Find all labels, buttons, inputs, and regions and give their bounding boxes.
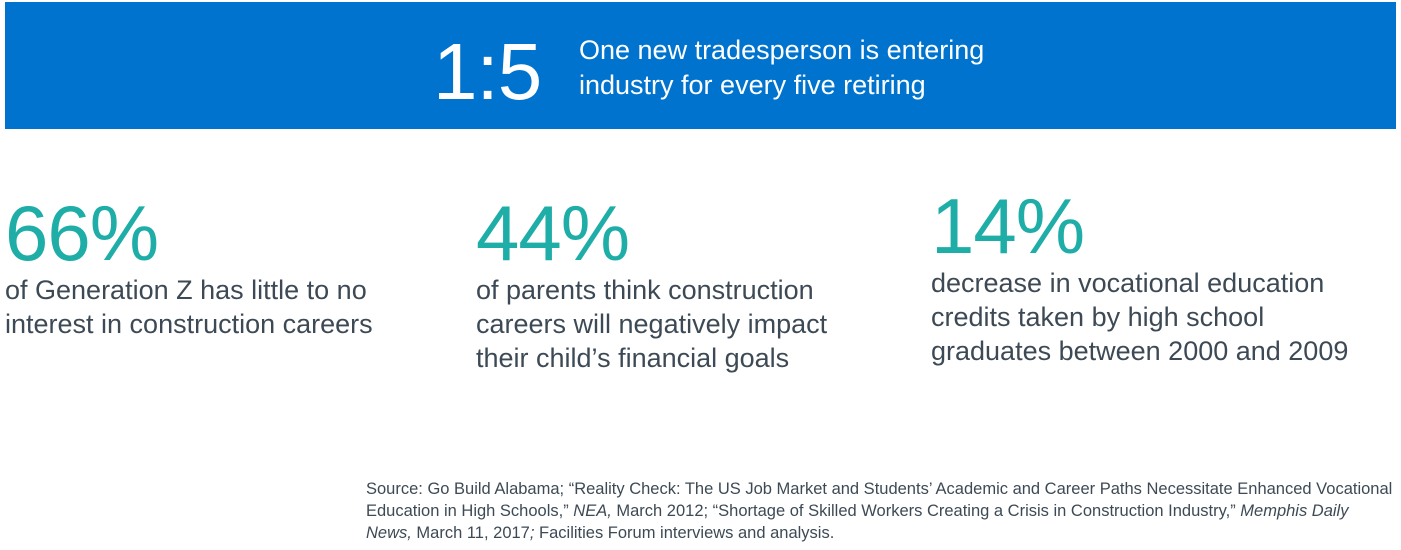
source-publication: NEA,	[573, 502, 612, 520]
stat-percent: 44%	[476, 189, 630, 277]
source-punctuation: ;	[529, 524, 535, 542]
stat-parents: 44% of parents think construction career…	[476, 193, 916, 375]
ratio-description: One new tradesperson is entering industr…	[579, 33, 1099, 103]
source-publication: Memphis Daily News,	[366, 502, 1349, 542]
stat-description-line: their child’s financial goals	[476, 343, 790, 373]
stat-description: of parents think construction careers wi…	[476, 273, 916, 375]
stat-description: decrease in vocational education credits…	[931, 266, 1396, 368]
ratio-description-line1: One new tradesperson is entering	[579, 35, 985, 65]
stat-description-line: decrease in vocational education	[931, 268, 1325, 298]
stat-description-line: credits taken by high school	[931, 302, 1265, 332]
stat-description-line: interest in construction careers	[5, 309, 373, 339]
ratio-value: 1:5	[433, 27, 542, 116]
stat-description: of Generation Z has little to no interes…	[5, 273, 445, 341]
stat-description-line: of parents think construction	[476, 275, 814, 305]
stat-percent: 66%	[5, 189, 159, 277]
ratio-banner: 1:5 One new tradesperson is entering ind…	[5, 2, 1396, 129]
stat-percent: 14%	[931, 182, 1085, 270]
source-text: March 2012; “Shortage of Skilled Workers…	[611, 502, 1241, 520]
source-text: Facilities Forum interviews and analysis…	[534, 524, 835, 542]
stat-description-line: of Generation Z has little to no	[5, 275, 367, 305]
stat-generation-z: 66% of Generation Z has little to no int…	[5, 193, 445, 341]
stat-description-line: careers will negatively impact	[476, 309, 828, 339]
ratio-description-line2: industry for every five retiring	[579, 70, 926, 100]
stat-vocational-credits: 14% decrease in vocational education cre…	[931, 186, 1396, 368]
source-text: March 11, 2017	[411, 524, 530, 542]
source-citation: Source: Go Build Alabama; “Reality Check…	[366, 478, 1396, 544]
source-text: Source: Go Build Alabama; “Reality Check…	[366, 480, 1393, 520]
stat-description-line: graduates between 2000 and 2009	[931, 336, 1349, 366]
